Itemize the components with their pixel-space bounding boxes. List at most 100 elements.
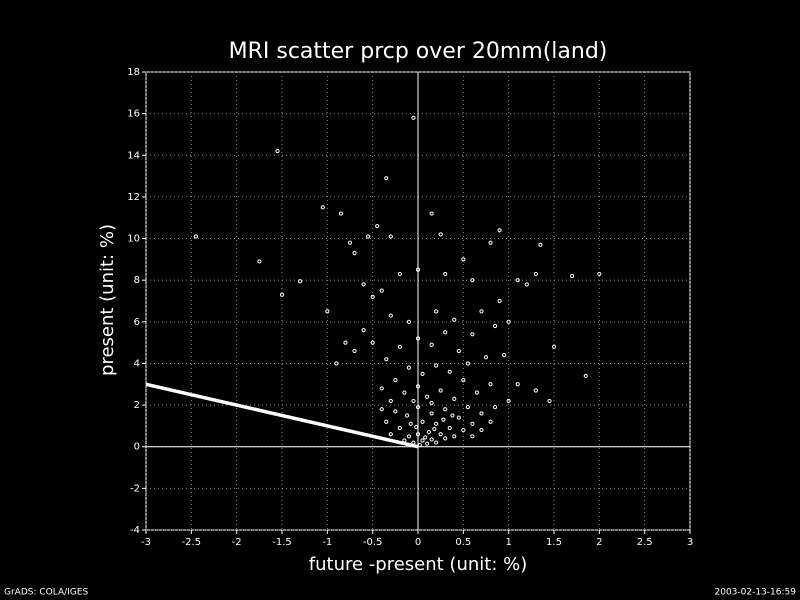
- point: [414, 424, 419, 430]
- point: [429, 400, 434, 406]
- point: [429, 411, 434, 416]
- point: [361, 328, 366, 333]
- point: [429, 211, 434, 216]
- point: [452, 396, 457, 401]
- point: [538, 242, 543, 247]
- point: [497, 298, 502, 304]
- point: [533, 271, 538, 277]
- point: [515, 278, 520, 283]
- point: [488, 240, 493, 245]
- point: [388, 398, 393, 404]
- x-tick-label: -1.5: [272, 537, 292, 548]
- y-tick-label: 16: [127, 109, 140, 120]
- y-tick-label: 6: [134, 317, 140, 328]
- point: [352, 251, 357, 256]
- point: [470, 421, 475, 426]
- point: [488, 419, 493, 424]
- x-tick-label: -3: [141, 537, 151, 548]
- point: [375, 223, 380, 229]
- point: [438, 232, 443, 237]
- point: [492, 323, 498, 329]
- x-axis-label: future -present (unit: %): [309, 554, 527, 575]
- point: [506, 398, 511, 404]
- y-tick-label: 10: [127, 234, 140, 245]
- point: [257, 259, 262, 264]
- footer-right: 2003-02-13-16:59: [715, 588, 797, 598]
- point: [388, 313, 393, 318]
- point: [479, 309, 484, 314]
- point: [447, 369, 452, 374]
- point: [338, 211, 344, 216]
- point: [456, 415, 461, 420]
- point: [352, 348, 357, 354]
- point: [452, 317, 457, 322]
- point: [429, 437, 434, 442]
- point: [370, 340, 375, 345]
- point: [461, 427, 466, 433]
- point: [393, 378, 398, 383]
- point: [438, 432, 443, 437]
- y-tick-label: 14: [127, 150, 140, 161]
- point: [583, 373, 588, 379]
- point: [388, 234, 393, 239]
- point: [384, 419, 389, 424]
- point: [408, 421, 413, 426]
- point: [379, 386, 384, 391]
- y-tick-label: 8: [134, 275, 140, 286]
- point: [470, 278, 475, 283]
- point: [417, 442, 422, 448]
- point: [438, 388, 443, 393]
- point: [441, 417, 446, 422]
- point: [470, 332, 475, 337]
- point: [405, 413, 410, 418]
- x-tick-label: 0: [415, 537, 421, 548]
- point: [443, 407, 448, 412]
- point: [397, 344, 402, 349]
- point: [429, 342, 434, 347]
- point: [275, 149, 280, 154]
- point: [479, 427, 484, 433]
- chart-title: MRI scatter prcp over 20mm(land): [229, 39, 608, 64]
- point: [443, 330, 448, 335]
- point: [474, 390, 480, 395]
- point: [450, 413, 455, 418]
- point: [456, 348, 461, 354]
- point: [483, 355, 489, 360]
- point: [415, 384, 421, 389]
- point: [406, 365, 412, 370]
- point: [461, 378, 466, 383]
- point: [379, 407, 384, 412]
- point: [411, 398, 416, 404]
- point: [443, 271, 448, 277]
- point: [397, 425, 402, 431]
- point: [465, 405, 470, 410]
- point: [461, 257, 466, 262]
- y-axis-label: present (unit: %): [97, 224, 118, 376]
- x-tick-label: 1: [505, 537, 511, 548]
- point: [547, 398, 552, 404]
- point: [506, 319, 511, 324]
- point: [415, 267, 421, 272]
- point: [415, 336, 421, 341]
- y-tick-label: 2: [134, 400, 140, 411]
- x-tick-label: 2.5: [637, 537, 653, 548]
- point: [432, 426, 437, 432]
- point: [434, 309, 439, 314]
- point: [492, 405, 498, 410]
- point: [397, 271, 402, 277]
- point: [384, 176, 389, 181]
- point: [361, 282, 366, 287]
- point: [343, 340, 348, 345]
- point: [420, 419, 425, 424]
- point: [470, 434, 475, 439]
- x-tick-label: -0.5: [363, 537, 383, 548]
- point: [479, 411, 484, 416]
- x-tick-label: -2: [232, 537, 242, 548]
- x-tick-label: -2.5: [182, 537, 202, 548]
- point: [502, 353, 507, 358]
- point: [193, 234, 198, 239]
- point: [415, 432, 421, 437]
- point: [402, 390, 407, 395]
